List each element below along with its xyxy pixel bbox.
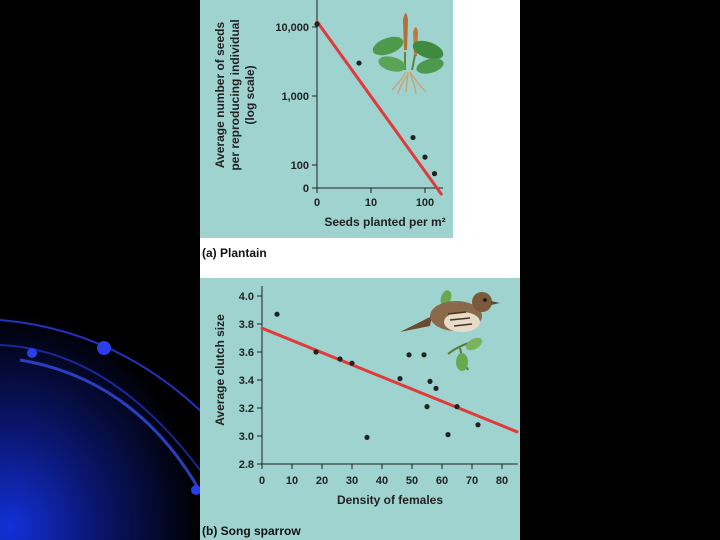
sparrow-data-point	[364, 434, 370, 440]
decor-dot	[191, 485, 201, 495]
sparrow-data-point	[424, 404, 430, 410]
song-sparrow-chart-svg: 2.8 3.0 3.2 3.4 3.6 3.8 4.0 0 10 20 30 40 50 60 70 80 D…	[213, 286, 519, 507]
plantain-chart-svg: 10,000 1,000 100 00 10 100 Seeds planted per …	[213, 0, 446, 229]
plantain-y-axis-label-line-1: Average number of seeds	[213, 22, 227, 169]
sparrow-data-point	[337, 356, 343, 362]
sparrow-fit-line	[260, 326, 519, 434]
decor-arc	[0, 319, 211, 421]
plantain-y-tick-label: 0	[303, 183, 309, 195]
sparrow-x-tick-label: 60	[436, 475, 448, 487]
plantain-y-axis-label-line-3: (log scale)	[243, 65, 257, 124]
sparrow-x-tick-label: 40	[376, 475, 388, 487]
sparrow-data-point	[397, 376, 403, 382]
sparrow-data-point	[406, 352, 412, 358]
sparrow-data-point	[445, 432, 451, 438]
plantain-x-tick-label: 0	[314, 197, 320, 209]
plantain-data-point	[431, 171, 438, 177]
sparrow-y-tick-label: 3.0	[239, 431, 254, 443]
sparrow-x-tick-label: 10	[286, 475, 298, 487]
decor-dot	[97, 341, 111, 355]
plantain-caption: (a) Plantain	[202, 246, 267, 260]
sparrow-y-tick-label: 3.2	[239, 403, 254, 415]
sparrow-data-point	[427, 378, 433, 384]
sparrow-data-point	[475, 422, 481, 428]
sparrow-y-tick-label: 3.6	[239, 347, 254, 359]
song-sparrow-chart: 2.8 3.0 3.2 3.4 3.6 3.8 4.0 0 10 20 30 40 50 60 70 80 D…	[200, 278, 520, 540]
sparrow-x-tick-label: 20	[316, 475, 328, 487]
sparrow-x-tick-label: 30	[346, 475, 358, 487]
plantain-data-point	[422, 154, 428, 160]
sparrow-y-tick-label: 4.0	[239, 291, 254, 303]
decor-arc	[0, 344, 201, 471]
plantain-chart: 10,000 1,000 100 0 0 10 100 Seeds planted per …	[200, 0, 453, 238]
sparrow-x-tick-label: 0	[259, 475, 265, 487]
plantain-y-tick-label: 1,000	[281, 91, 309, 103]
decor-dot	[27, 348, 37, 358]
plantain-data-point	[314, 21, 320, 27]
plantain-data-point	[410, 134, 416, 141]
sparrow-data-point	[454, 404, 460, 410]
sparrow-y-tick-label: 3.4	[239, 375, 255, 387]
sparrow-y-tick-label: 2.8	[239, 459, 254, 471]
plantain-y-tick-label: 100	[291, 160, 309, 172]
plantain-data-point	[356, 60, 362, 66]
sparrow-y-tick-label: 3.8	[239, 319, 254, 331]
sparrow-caption: (b) Song sparrow	[202, 524, 301, 538]
plantain-y-tick-label: 10,000	[275, 22, 309, 34]
sparrow-x-axis-label: Density of females	[337, 493, 443, 507]
sparrow-icon	[400, 290, 500, 371]
sparrow-data-point	[349, 360, 355, 366]
sparrow-data-point	[313, 349, 319, 355]
decor-arc	[19, 358, 207, 501]
sparrow-data-point	[433, 385, 439, 391]
plantain-x-axis-label: Seeds planted per m²	[324, 215, 445, 229]
plantain-icon	[372, 13, 444, 95]
sparrow-data-point	[274, 311, 280, 317]
sparrow-x-tick-label: 50	[406, 475, 418, 487]
plantain-x-tick-label: 100	[416, 197, 434, 209]
sparrow-x-tick-label: 70	[466, 475, 478, 487]
sparrow-data-point	[421, 352, 427, 358]
sparrow-x-tick-label: 80	[496, 475, 508, 487]
plantain-x-tick-label: 10	[365, 197, 377, 209]
plantain-fit-line	[315, 20, 443, 196]
sparrow-y-axis-label: Average clutch size	[213, 314, 227, 426]
plantain-y-axis-label-line-2: per reproducing individual	[228, 19, 242, 170]
